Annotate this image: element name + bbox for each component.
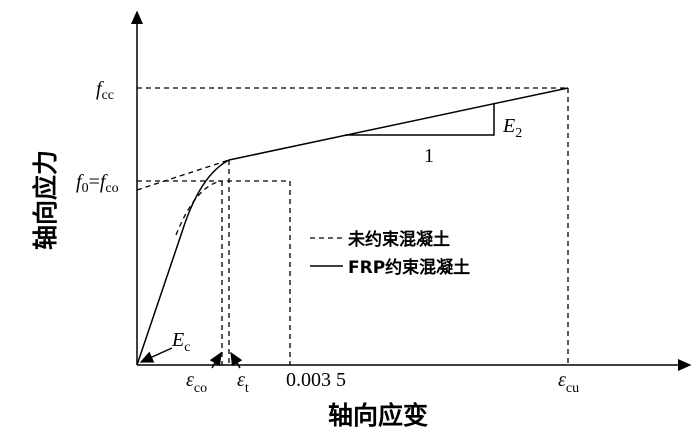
frp-curve xyxy=(136,87,569,366)
symbol: f xyxy=(76,171,84,193)
label: 0.003 5 xyxy=(286,369,346,391)
subscript: c xyxy=(184,340,190,355)
symbol: f xyxy=(100,171,108,193)
subscript: co xyxy=(194,381,207,396)
label: 1 xyxy=(424,145,434,167)
x-axis-label: 轴向应变 xyxy=(328,401,428,430)
subscript: co xyxy=(105,181,118,196)
subscript: cu xyxy=(566,381,579,396)
label: εco xyxy=(186,369,207,396)
label: εt xyxy=(237,369,249,396)
symbol: ε xyxy=(186,369,194,391)
subscript: 0 xyxy=(82,181,89,196)
y-axis-label: 轴向应力 xyxy=(31,150,60,250)
symbol: ε xyxy=(558,369,566,391)
arrow xyxy=(209,351,222,369)
slope-triangle xyxy=(345,104,495,136)
equals: = xyxy=(89,171,100,193)
label: Ec xyxy=(171,329,190,355)
arrow xyxy=(139,347,173,363)
arrow xyxy=(230,351,243,369)
legend-label: FRP约束混凝土 xyxy=(348,257,470,278)
label: E2 xyxy=(502,115,522,141)
subscript: 2 xyxy=(515,126,522,141)
symbol: ε xyxy=(237,369,245,391)
guide-line xyxy=(136,159,230,191)
symbol: E xyxy=(171,329,184,351)
label: f0=fco xyxy=(76,171,119,196)
symbol: E xyxy=(502,115,515,137)
symbol: f xyxy=(96,78,104,100)
subscript: cc xyxy=(102,88,114,103)
label: fcc xyxy=(96,78,114,103)
label: εcu xyxy=(558,369,579,396)
legend-label: 未约束混凝土 xyxy=(347,229,450,250)
subscript: t xyxy=(245,381,249,396)
unconfined-curve xyxy=(175,180,223,236)
